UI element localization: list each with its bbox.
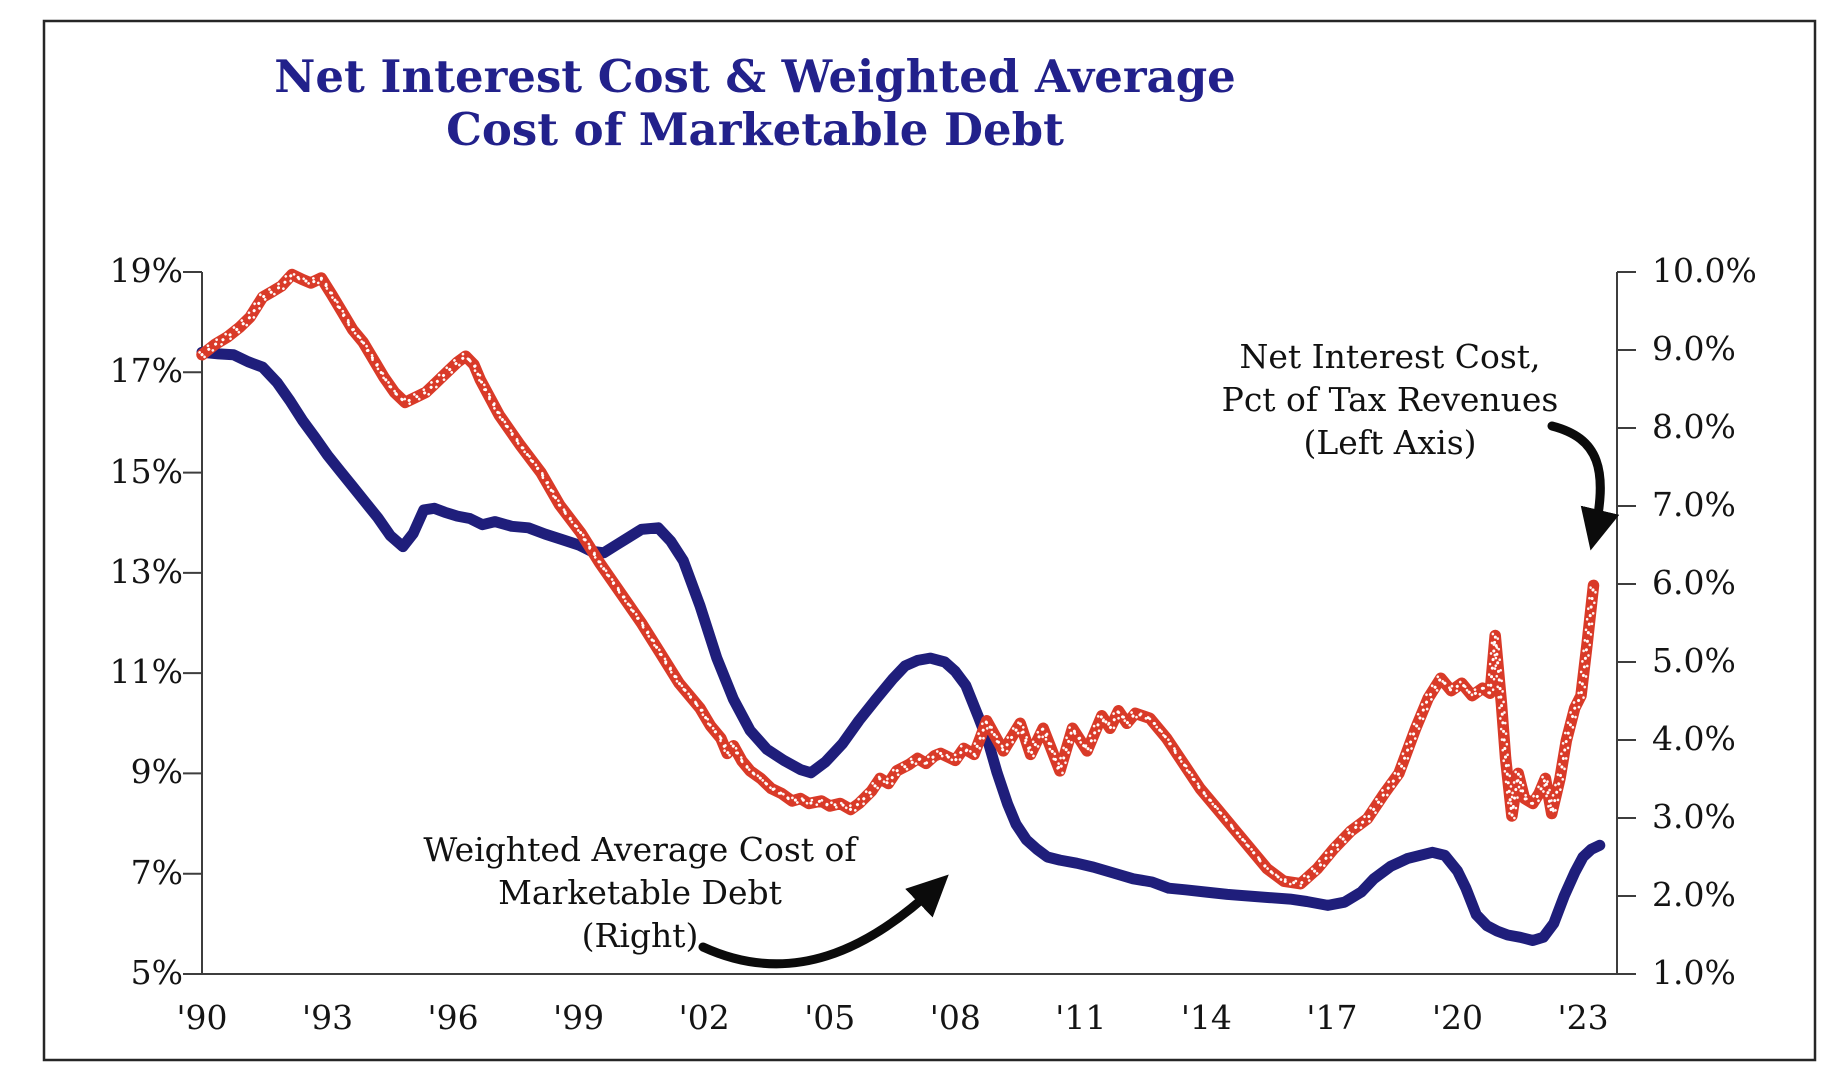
right-axis-tick-label: 2.0% bbox=[1652, 875, 1736, 914]
x-axis-tick-label: '23 bbox=[1557, 998, 1609, 1037]
chart-title-line2: Cost of Marketable Debt bbox=[446, 103, 1064, 156]
x-axis-tick-label: '02 bbox=[678, 998, 730, 1037]
figure-border bbox=[42, 19, 1817, 1062]
red-series-dot-texture bbox=[200, 272, 1595, 886]
x-axis-tick-label: '96 bbox=[427, 998, 479, 1037]
x-axis-tick-label: '08 bbox=[929, 998, 981, 1037]
left-axis-tick-label: 17% bbox=[109, 351, 183, 391]
net-interest-annotation-line2: Pct of Tax Revenues bbox=[1221, 380, 1559, 419]
x-axis-tick-label: '90 bbox=[176, 998, 228, 1037]
chart-title: Net Interest Cost & Weighted Average Cos… bbox=[274, 50, 1236, 156]
left-axis-tick-label: 15% bbox=[109, 451, 183, 491]
right-axis-tick-label: 1.0% bbox=[1652, 953, 1736, 992]
weighted-avg-annotation-line2: Marketable Debt bbox=[498, 873, 782, 912]
x-axis-tick-label: '05 bbox=[804, 998, 856, 1037]
right-axis-tick-label: 4.0% bbox=[1652, 719, 1736, 758]
right-axis-tick-label: 6.0% bbox=[1652, 563, 1736, 602]
x-axis-tick-label: '93 bbox=[302, 998, 354, 1037]
weighted-avg-annotation-line3: (Right) bbox=[581, 916, 699, 955]
x-axis-tick-label: '17 bbox=[1306, 998, 1358, 1037]
net-interest-annotation-arrow bbox=[1547, 421, 1620, 551]
net-interest-annotation: Net Interest Cost, Pct of Tax Revenues (… bbox=[1222, 335, 1559, 464]
series-lines bbox=[196, 268, 1606, 946]
left-axis-tick-label: 19% bbox=[109, 251, 183, 290]
right-axis-tick-label: 3.0% bbox=[1652, 797, 1736, 836]
right-axis-tick-label: 10.0% bbox=[1652, 251, 1757, 290]
x-axis-tick-label: '99 bbox=[553, 998, 605, 1037]
x-axis-tick-label: '14 bbox=[1180, 998, 1232, 1037]
weighted-avg-annotation-line1: Weighted Average Cost of bbox=[423, 830, 857, 869]
axes bbox=[183, 271, 1636, 975]
net-interest-annotation-line1: Net Interest Cost, bbox=[1239, 337, 1541, 376]
net-interest-annotation-line3: (Left Axis) bbox=[1303, 423, 1477, 462]
left-axis-tick-label: 13% bbox=[109, 551, 183, 591]
chart-title-line1: Net Interest Cost & Weighted Average bbox=[274, 50, 1236, 103]
right-axis-tick-label: 7.0% bbox=[1652, 485, 1736, 524]
left-axis-tick-label: 11% bbox=[109, 652, 183, 692]
right-axis-tick-label: 8.0% bbox=[1652, 407, 1736, 446]
blue-series-line bbox=[196, 346, 1606, 946]
right-axis-tick-label: 5.0% bbox=[1652, 641, 1736, 680]
weighted-avg-annotation: Weighted Average Cost of Marketable Debt… bbox=[423, 828, 856, 957]
weighted-avg-annotation-arrow bbox=[698, 874, 949, 969]
right-axis-tick-label: 9.0% bbox=[1652, 329, 1736, 368]
x-axis-tick-label: '11 bbox=[1055, 998, 1107, 1037]
x-axis-tick-label: '20 bbox=[1431, 998, 1484, 1037]
left-axis-tick-label: 7% bbox=[130, 852, 183, 892]
left-axis-tick-label: 9% bbox=[130, 752, 183, 792]
left-axis-tick-label: 5% bbox=[130, 953, 183, 992]
